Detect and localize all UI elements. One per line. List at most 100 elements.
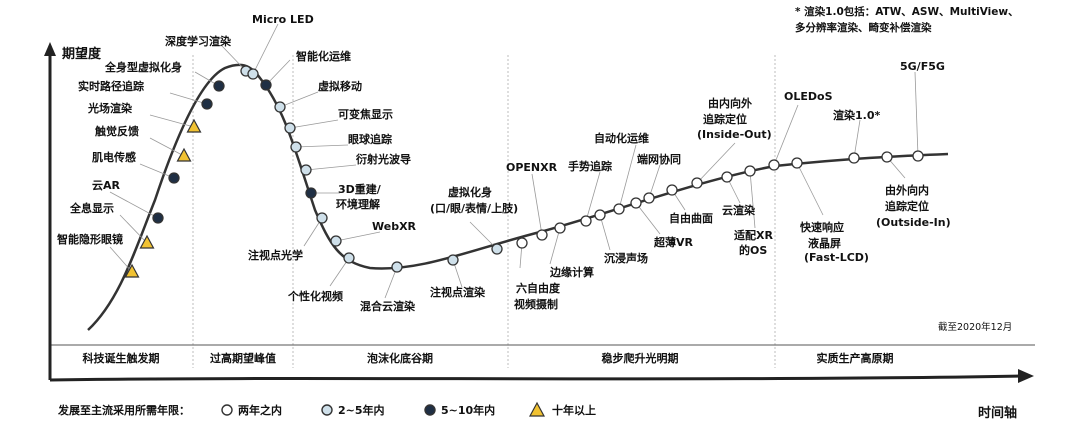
tech-marker-white (536, 229, 548, 241)
phase-label-slope: 稳步爬升光明期 (602, 351, 679, 365)
tech-marker-white (791, 157, 803, 169)
technology-markers (124, 65, 924, 278)
tech-marker-white (768, 159, 780, 171)
tech-marker-light (391, 261, 403, 273)
legend-label-dark: 5~10年内 (441, 403, 495, 417)
tech-marker-white (554, 222, 566, 234)
tech-label: 视频摄制 (514, 297, 558, 311)
tech-label: (口/眼/表情/上肢) (430, 201, 518, 215)
tech-label: 渲染1.0* (833, 108, 880, 122)
tech-label: OLEDoS (784, 90, 833, 103)
tech-marker-light (491, 243, 503, 255)
tech-marker-white (516, 237, 528, 249)
leader-lines (109, 23, 919, 299)
legend-marker-triangle (528, 401, 546, 417)
tech-marker-white (744, 165, 756, 177)
tech-marker-white (912, 150, 924, 162)
tech-label: 5G/F5G (900, 60, 945, 73)
tech-label: 由内向外 (708, 96, 752, 110)
tech-label: 快速响应 (799, 220, 844, 234)
legend-marker-dark (424, 404, 436, 416)
x-axis (49, 374, 1023, 382)
y-axis-title: 期望度 (62, 46, 102, 62)
tech-label: 3D重建/ (338, 182, 382, 196)
tech-label: 触觉反馈 (94, 124, 139, 138)
legend-marker-light (321, 404, 333, 416)
tech-label: 混合云渲染 (360, 299, 416, 313)
tech-label: 全身型虚拟化身 (104, 60, 182, 74)
tech-label: 端网协同 (637, 152, 681, 166)
hype-curve (87, 63, 949, 331)
tech-label: 肌电传感 (91, 150, 136, 164)
tech-label: 沉浸声场 (604, 251, 648, 265)
tech-label: 眼球追踪 (348, 132, 392, 146)
tech-marker-light (316, 212, 328, 224)
tech-marker-light (290, 141, 302, 153)
tech-marker-dark (213, 80, 225, 92)
tech-label: 光场渲染 (87, 101, 133, 115)
rendering-note-line-1: * 渲染1.0包括：ATW、ASW、MultiView、 (795, 5, 1019, 18)
tech-label: 衍射光波导 (355, 152, 411, 166)
tech-marker-triangle (139, 234, 155, 249)
phase-label-peak: 过高期望峰值 (210, 351, 276, 365)
tech-marker-light (447, 254, 459, 266)
tech-marker-white (643, 192, 655, 204)
tech-label: 六自由度 (516, 281, 561, 295)
tech-label: 液晶屏 (808, 236, 841, 250)
tech-label: 边缘计算 (549, 265, 594, 279)
legend-title: 发展至主流采用所需年限： (57, 403, 190, 417)
tech-label: 手势追踪 (568, 159, 612, 173)
tech-label: 环境理解 (336, 197, 380, 211)
tech-marker-white (613, 203, 625, 215)
tech-marker-dark (201, 98, 213, 110)
tech-marker-dark (260, 79, 272, 91)
tech-label: 云渲染 (722, 203, 756, 217)
tech-marker-white (691, 177, 703, 189)
tech-label: 虚拟化身 (448, 185, 492, 199)
tech-label: 注视点光学 (248, 248, 303, 262)
tech-marker-light (247, 68, 259, 80)
tech-label: 智能隐形眼镜 (57, 232, 123, 246)
tech-marker-white (881, 151, 893, 163)
tech-marker-light (330, 235, 342, 247)
tech-label: WebXR (372, 220, 417, 233)
tech-label: 可变焦显示 (338, 107, 393, 121)
tech-label: 超薄VR (653, 235, 694, 249)
tech-label: 追踪定位 (703, 112, 747, 126)
x-axis-title: 时间轴 (978, 405, 1017, 421)
tech-label: 实时路径追踪 (78, 79, 144, 93)
tech-label: 自由曲面 (669, 211, 713, 225)
tech-label: (Fast-LCD) (804, 251, 869, 264)
y-axis-arrow (44, 42, 56, 56)
tech-label: (Outside-In) (876, 216, 951, 229)
legend-marker-white (221, 404, 233, 416)
tech-label: 智能化运维 (296, 49, 351, 63)
legend: 发展至主流采用所需年限： 两年之内 2~5年内 5~10年内 十年以上 (57, 401, 596, 417)
tech-marker-white (594, 209, 606, 221)
tech-label: 的OS (739, 243, 767, 257)
tech-marker-white (580, 215, 592, 227)
tech-marker-triangle (186, 118, 202, 133)
legend-label-white: 两年之内 (238, 403, 282, 417)
tech-label: 虚拟移动 (318, 79, 362, 93)
tech-label: 适配XR (734, 228, 773, 242)
tech-marker-light (274, 101, 286, 113)
tech-marker-white (630, 197, 642, 209)
phase-dividers (192, 55, 776, 368)
tech-marker-light (343, 252, 355, 264)
date-note: 截至2020年12月 (938, 321, 1012, 333)
tech-label: (Inside-Out) (697, 128, 772, 141)
tech-label: 深度学习渲染 (165, 34, 232, 48)
axes (44, 42, 1034, 383)
tech-marker-white (848, 152, 860, 164)
tech-label: 自动化运维 (594, 131, 649, 145)
rendering-note-line-2: 多分辨率渲染、畸变补偿渲染 (795, 21, 932, 34)
tech-marker-triangle (124, 263, 140, 278)
tech-marker-dark (305, 187, 317, 199)
tech-label: OPENXR (506, 161, 558, 174)
tech-marker-triangle (176, 147, 192, 162)
tech-marker-dark (168, 172, 180, 184)
tech-label: 云AR (92, 179, 121, 192)
